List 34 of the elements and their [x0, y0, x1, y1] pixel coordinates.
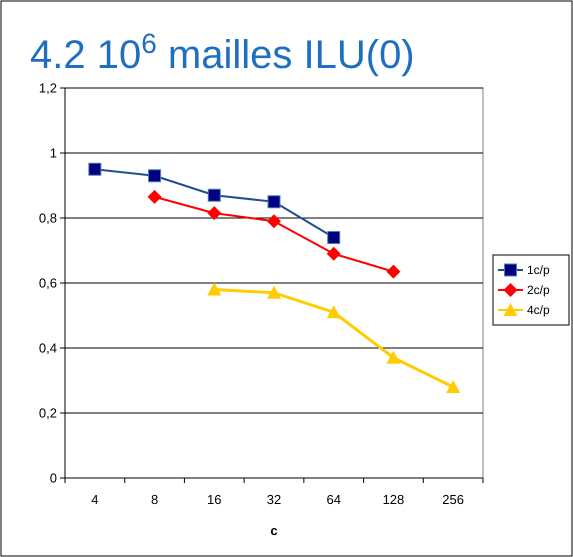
point	[326, 246, 341, 261]
y-tick-label: 0,6	[38, 276, 57, 291]
point	[88, 162, 102, 176]
point	[208, 188, 221, 202]
x-tick-label: 32	[266, 492, 282, 507]
x-tick-label: 128	[382, 492, 404, 507]
y-tick-label: 0,2	[38, 406, 57, 421]
x-tick-label: 16	[207, 492, 222, 507]
point	[446, 380, 460, 393]
y-tick-label: 0	[50, 470, 57, 486]
y-tick-label: 1	[50, 146, 57, 161]
point	[327, 231, 340, 244]
x-tick-label: 8	[150, 492, 158, 507]
point	[148, 169, 162, 182]
legend-label: 1c/p	[527, 263, 550, 278]
point	[326, 305, 341, 318]
point	[267, 214, 281, 228]
point	[386, 264, 400, 279]
point	[207, 282, 222, 296]
legend-label: 2c/p	[527, 283, 550, 298]
x-tick-label: 64	[326, 492, 341, 507]
point	[207, 206, 222, 220]
point	[386, 350, 400, 364]
chart-title: 4.2 10$^{6}$ mailles ILU(0)	[30, 28, 415, 77]
x-tick-label: 4	[91, 492, 98, 507]
y-tick-label: 0,8	[38, 210, 57, 226]
x-tick-label: 256	[442, 492, 464, 507]
point	[268, 195, 280, 208]
x-axis-title: c	[270, 523, 278, 538]
legend-label: 4c/p	[527, 303, 550, 318]
point	[267, 286, 281, 299]
y-tick-label: 1,2	[38, 80, 57, 96]
y-tick-label: 0,4	[38, 340, 57, 356]
point	[148, 190, 162, 204]
